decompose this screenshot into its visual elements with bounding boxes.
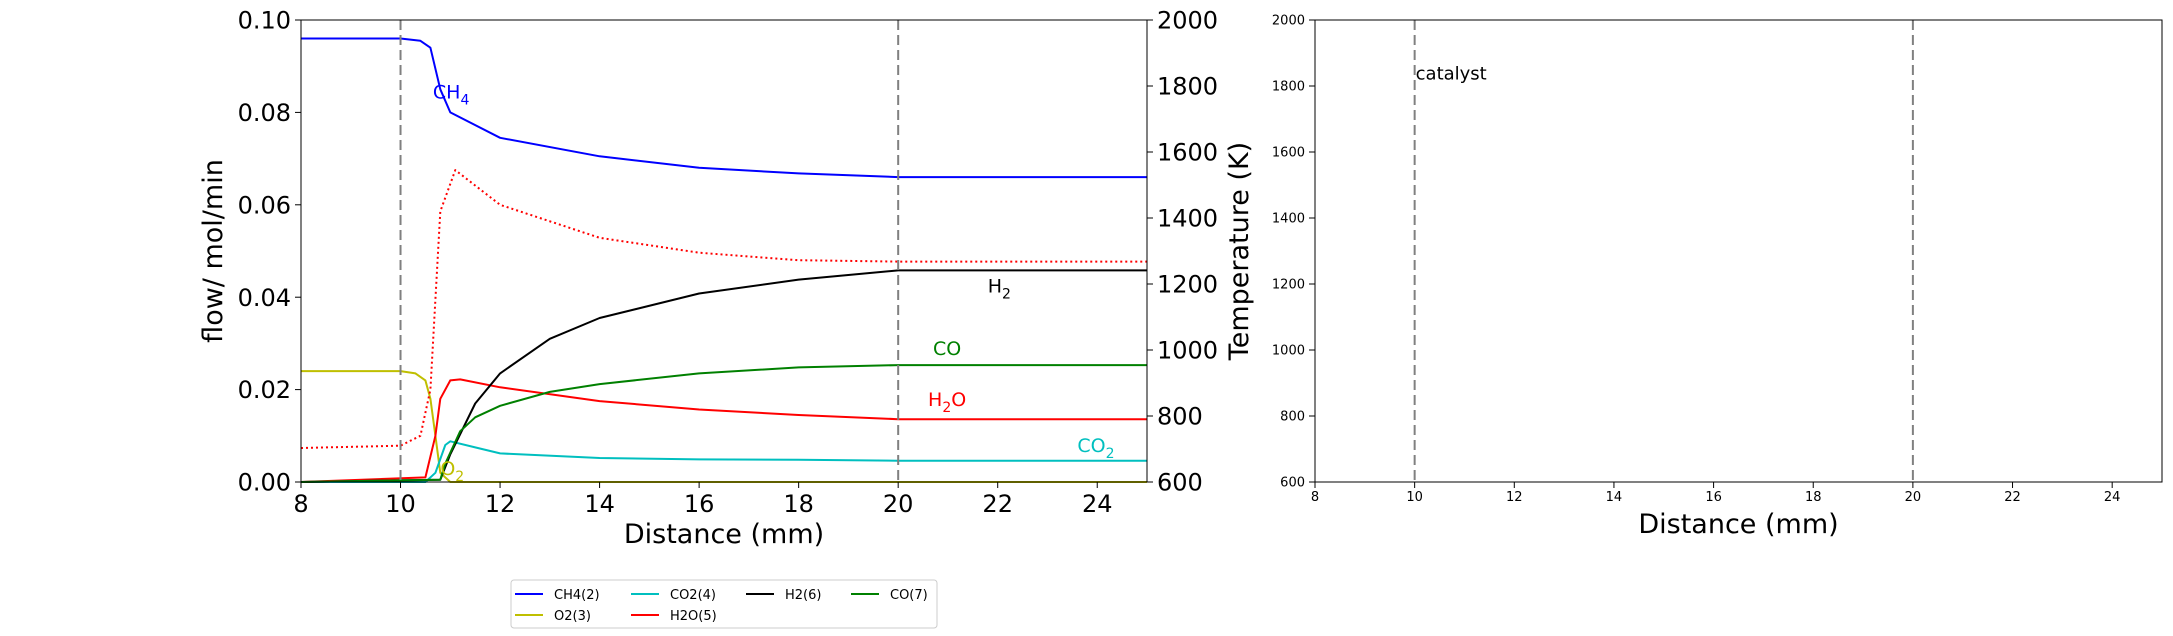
legend-label: CH4(2) [554,588,600,603]
y-tick-label: 1000 [1272,344,1305,359]
x-tick-label: 20 [1905,490,1922,505]
series-line-1 [301,370,1147,483]
x-axis-title: Distance (mm) [1638,509,1838,540]
y-axis-ticks: 0.00 0.02 0.04 0.06 0.08 0.10 [238,7,301,497]
annotation-label: O2 [440,458,464,485]
temperature-dotted-line [300,169,1147,449]
annotation-label: H2O [928,389,966,416]
y-axis-ticks: 600 800 1000 1200 1400 1600 1800 2000 [1272,14,1315,491]
legend-label: H2(6) [785,588,821,603]
y-tick-label: 1200 [1157,271,1218,299]
y-tick-label: 1400 [1157,205,1218,233]
x-tick-label: 20 [883,490,914,518]
y-tick-label: 600 [1280,476,1305,491]
catalyst-boundary-lines [399,20,900,482]
y-tick-label: 1200 [1272,278,1305,293]
x-axis-ticks: 8 10 12 14 16 18 20 22 24 [1311,482,2121,505]
y-tick-label: 800 [1157,403,1203,431]
species-annotations: CH4 H2 CO H2O CO2 O2 [433,82,1115,486]
x-tick-label: 8 [293,490,308,518]
legend-entries: CH4(2) CO2(4) H2(6) CO(7) O2(3) H2O(5) [515,588,928,624]
series-line-5 [300,364,1147,483]
y-tick-label: 0.04 [238,284,291,312]
annotation-label: CO2 [1077,435,1114,462]
y-tick-label: 0.02 [238,376,291,404]
x-tick-label: 16 [1705,490,1722,505]
x-tick-label: 22 [982,490,1013,518]
annotation-label: CH4 [433,82,470,109]
legend-label: O2(3) [554,609,591,624]
y-tick-label: 0.08 [238,99,291,127]
x-axis-title: Distance (mm) [624,519,824,550]
x-tick-label: 24 [1082,490,1113,518]
y-tick-label: 1800 [1157,73,1218,101]
x-tick-label: 14 [1606,490,1623,505]
x-tick-label: 10 [1406,490,1423,505]
x-tick-label: 24 [2104,490,2121,505]
temperature-chart: catalyst 8 10 12 14 16 18 20 22 24 600 800 1000 120… [1272,14,2163,540]
x-tick-label: 18 [783,490,814,518]
x-tick-label: 12 [1506,490,1523,505]
y-tick-label: 0.00 [238,469,291,497]
catalyst-label: catalyst [1416,63,1487,84]
y-tick-label: 600 [1157,469,1203,497]
y-tick-label: 1600 [1157,139,1218,167]
series-line-0 [301,37,1147,179]
flow-series-lines [300,37,1147,483]
temperature-axis-ticks: 600 800 1000 1200 1400 1600 1800 2000 [1147,7,1218,497]
x-axis-ticks: 8 10 12 14 16 18 20 22 24 [293,482,1113,518]
x-tick-label: 18 [1805,490,1822,505]
series-line-4 [300,269,1147,483]
series-line-2 [301,440,1147,483]
legend: CH4(2) CO2(4) H2(6) CO(7) O2(3) H2O(5) [510,579,938,629]
x-tick-label: 14 [584,490,615,518]
y-tick-label: 0.10 [238,7,291,35]
y-tick-label: 800 [1280,410,1305,425]
flow-plot-frame [300,19,1148,483]
legend-label: H2O(5) [670,609,717,624]
series-line-3 [300,378,1147,483]
temperature-axis-title: Temperature (K) [1224,142,1255,361]
annotation-label: H2 [988,276,1011,303]
legend-label: CO(7) [890,588,928,603]
legend-frame [510,579,938,629]
y-tick-label: 0.06 [238,191,291,219]
x-tick-label: 12 [485,490,516,518]
catalyst-boundary-lines [1413,20,1914,482]
y-tick-label: 1400 [1272,212,1305,227]
annotation-label: CO [933,338,961,360]
x-tick-label: 10 [385,490,416,518]
y-tick-label: 2000 [1272,14,1305,29]
y-tick-label: 1800 [1272,80,1305,95]
x-tick-label: 22 [2004,490,2021,505]
y-axis-title: flow/ mol/min [198,159,229,343]
y-tick-label: 1000 [1157,337,1218,365]
y-tick-label: 2000 [1157,7,1218,35]
x-tick-label: 16 [684,490,715,518]
temperature-plot-frame [1314,19,2163,483]
legend-label: CO2(4) [670,588,716,603]
x-tick-label: 8 [1311,490,1319,505]
catalyst-annotation: catalyst [1416,63,1487,84]
y-tick-label: 1600 [1272,146,1305,161]
